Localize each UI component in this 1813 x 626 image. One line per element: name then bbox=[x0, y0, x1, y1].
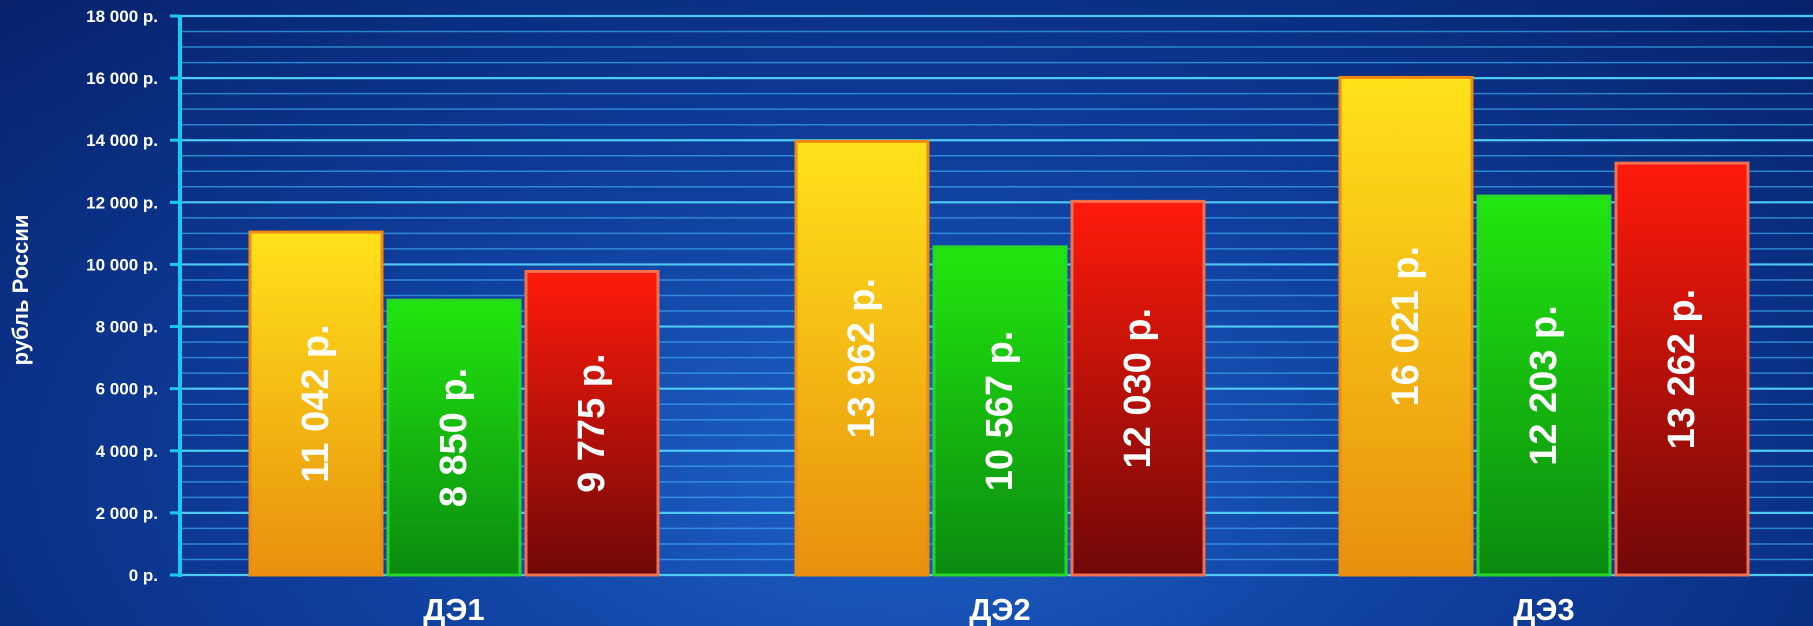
bar-value-label: 16 021 р. bbox=[1385, 246, 1427, 407]
y-axis-title: рубль России bbox=[8, 215, 33, 366]
bar bbox=[1476, 194, 1612, 577]
y-tick-label: 0 р. bbox=[129, 566, 158, 585]
y-tick-label: 18 000 р. bbox=[86, 7, 158, 26]
bar-value-label: 13 962 р. bbox=[841, 278, 883, 439]
bar bbox=[248, 230, 384, 577]
bar bbox=[1614, 161, 1750, 577]
bar bbox=[524, 269, 660, 577]
bar bbox=[932, 245, 1068, 577]
y-tick-label: 16 000 р. bbox=[86, 69, 158, 88]
y-tick-label: 4 000 р. bbox=[96, 442, 158, 461]
x-category-label: ДЭ2 bbox=[969, 592, 1030, 626]
bar-value-label: 9 775 р. bbox=[571, 354, 613, 493]
bar-value-label: 11 042 р. bbox=[295, 324, 337, 482]
y-tick-label: 14 000 р. bbox=[86, 131, 158, 150]
axes bbox=[170, 14, 182, 577]
bar-value-label: 12 030 р. bbox=[1117, 308, 1159, 469]
x-category-label: ДЭ3 bbox=[1513, 592, 1574, 626]
labels: 0 р. 2 000 р. 4 000 р. 6 000 р. 8 000 р. 10 0… bbox=[86, 7, 1703, 626]
x-category-label: ДЭ1 bbox=[423, 592, 484, 626]
bar bbox=[794, 139, 930, 577]
y-tick-label: 8 000 р. bbox=[96, 318, 158, 337]
bar-value-label: 13 262 р. bbox=[1661, 289, 1703, 450]
bar-value-label: 12 203 р. bbox=[1523, 305, 1565, 466]
bar bbox=[386, 298, 522, 577]
y-tick-label: 6 000 р. bbox=[96, 380, 158, 399]
y-tick-label: 2 000 р. bbox=[96, 504, 158, 523]
bar-value-label: 8 850 р. bbox=[433, 368, 475, 507]
bar-value-label: 10 567 р. bbox=[979, 331, 1021, 492]
y-tick-label: 12 000 р. bbox=[86, 193, 158, 212]
bar bbox=[1338, 75, 1474, 577]
bar bbox=[1070, 199, 1206, 577]
bars bbox=[248, 75, 1750, 577]
y-tick-label: 10 000 р. bbox=[86, 255, 158, 274]
